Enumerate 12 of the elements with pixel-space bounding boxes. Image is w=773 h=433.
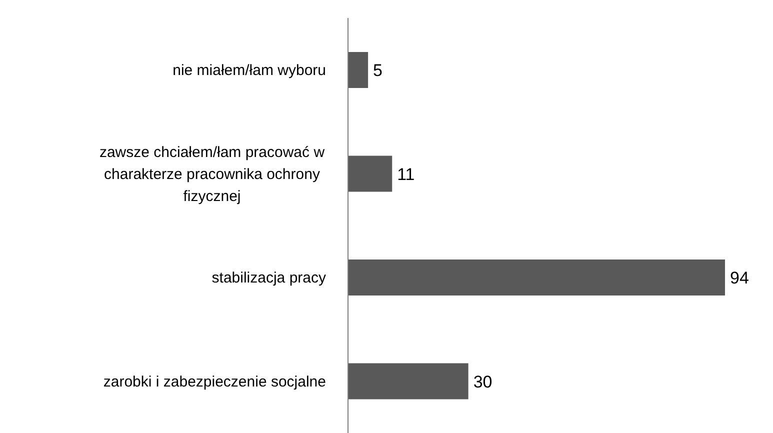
y-tick-label: stabilizacja pracy xyxy=(212,270,326,287)
bar xyxy=(348,363,468,400)
data-label: 30 xyxy=(473,372,492,392)
data-label: 5 xyxy=(373,61,383,80)
bar xyxy=(348,260,725,296)
bar xyxy=(348,52,368,88)
bar xyxy=(348,156,392,192)
y-tick-label: zarobki i zabezpieczenie socjalne xyxy=(103,373,326,390)
data-label: 11 xyxy=(397,164,415,184)
y-tick-label: zawsze chciałem/łam pracować w charakterze pracownika ochrony fizycznej xyxy=(99,144,325,205)
y-tick-label: nie miałem/łam wyboru xyxy=(172,62,326,80)
data-label: 94 xyxy=(730,268,749,288)
